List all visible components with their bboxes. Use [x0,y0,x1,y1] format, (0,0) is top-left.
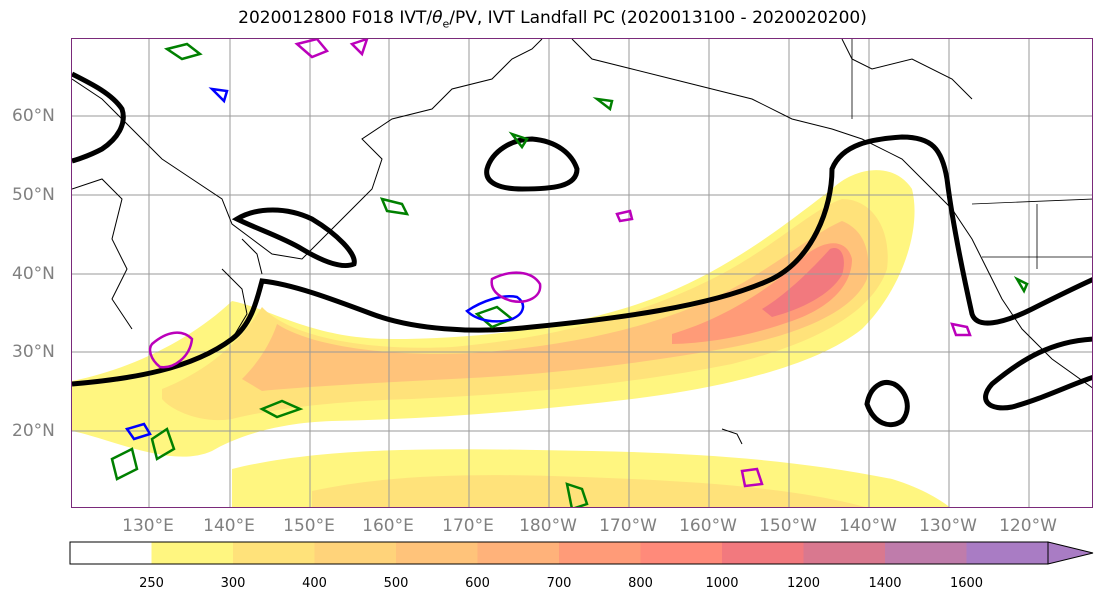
pc-contour-closed-c [864,380,910,428]
colorbar [69,541,1094,565]
ivt-band-700 [672,243,852,344]
pc-contour-main [72,134,1092,387]
map-canvas [72,39,1092,507]
lon-label-160e: 160°E [362,516,414,536]
lon-label-170w: 170°W [599,516,657,536]
ivt-shading [72,170,950,507]
colorbar-tick-label: 400 [302,576,327,591]
theta-contours-blue [124,87,525,441]
lon-label-170e: 170°E [442,516,494,536]
colorbar-segment [233,542,315,564]
lon-label-150e: 150°E [283,516,335,536]
coastlines [72,39,1092,445]
colorbar-segment [314,542,397,564]
lon-label-140w: 140°W [839,516,897,536]
borders [851,39,1092,269]
colorbar-segment [477,542,560,564]
colorbar-tick-label: 800 [628,576,653,591]
colorbar-tick-label: 1600 [949,576,984,591]
colorbar-segment [396,542,478,564]
lat-label-20: 20°N [12,421,55,441]
colorbar-segment [559,542,641,564]
colorbar-segment [640,542,723,564]
colorbar-tick-label: 300 [220,576,246,591]
pc-contour-closed-b [231,207,357,268]
colorbar-tick-label: 1000 [705,576,739,591]
lon-label-130e: 130°E [122,516,174,536]
ivt-band-500 [242,221,869,391]
lon-label-120w: 120°W [999,516,1057,536]
colorbar-tick-label: 700 [546,576,572,591]
colorbar-tick-label: 1400 [868,576,902,591]
lon-label-130w: 130°W [919,516,977,536]
lon-label-180w: 180°W [519,516,577,536]
ivt-band-1000 [762,248,844,317]
map-title: 2020012800 F018 IVT/θe/PV, IVT Landfall … [238,8,867,31]
colorbar-tick-label: 600 [465,576,490,591]
colorbar-tick-label: 500 [383,576,409,591]
pv-contours [110,42,1029,507]
lon-label-140e: 140°E [203,516,255,536]
pc-contour-closed-a [484,136,580,192]
colorbar-segment [966,542,1049,564]
colorbar-segment [803,542,886,564]
colorbar-tick-label: 250 [139,576,164,591]
pc-contour-north [72,71,126,164]
lon-label-160w: 160°W [679,516,737,536]
lat-label-50: 50°N [12,185,55,205]
lat-label-40: 40°N [12,264,55,284]
colorbar-segment [722,542,804,564]
colorbar-segment [885,542,967,564]
pc-contours [72,71,1092,428]
colorbar-segment [70,542,152,564]
lat-label-60: 60°N [12,106,55,126]
lon-label-150w: 150°W [759,516,817,536]
pc-contour-east [983,336,1092,411]
colorbar-tick-label: 1200 [786,576,821,591]
ivt-band-south-300 [312,475,865,507]
lat-label-30: 30°N [12,342,55,362]
map-area [71,38,1093,508]
theta-contours-magenta [148,39,972,488]
colorbar-segment [151,542,234,564]
colorbar-extend-arrow [1047,541,1094,565]
